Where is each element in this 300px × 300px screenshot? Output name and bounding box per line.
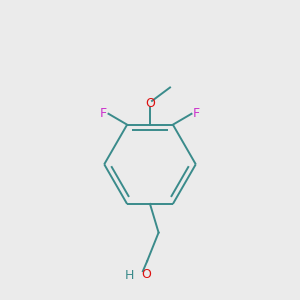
Text: F: F [100,107,107,120]
Text: H: H [125,269,134,282]
Text: O: O [141,268,151,281]
Text: O: O [145,97,155,110]
Text: F: F [193,107,200,120]
